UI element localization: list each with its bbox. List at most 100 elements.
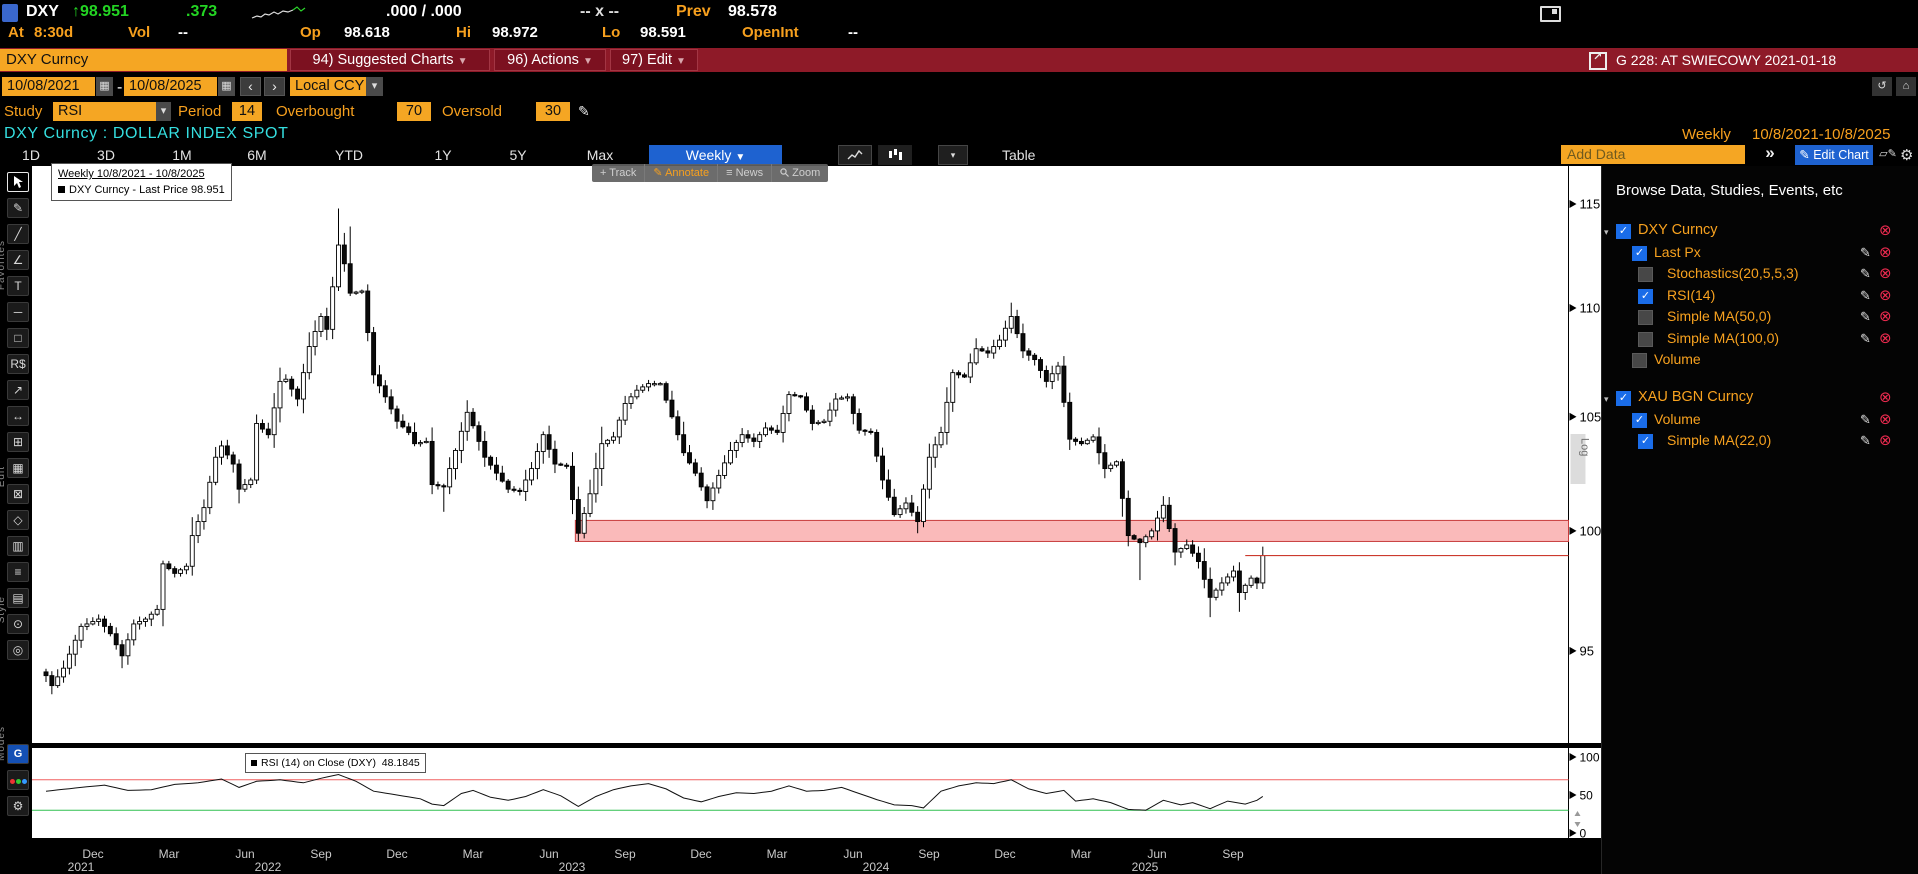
calendar-icon[interactable]: ▦ (218, 77, 235, 96)
expand-panel-button[interactable]: » (1765, 143, 1775, 162)
remove-icon[interactable]: ⊗ (1879, 432, 1892, 449)
edit-pencil-icon[interactable]: ✎ (1860, 287, 1871, 303)
checkbox-simple-ma-100-0-[interactable] (1638, 331, 1653, 347)
checkbox-simple-ma-50-0-[interactable] (1638, 310, 1653, 325)
edit-study-pencil-icon[interactable]: ✎ (578, 103, 590, 119)
edit-pencil-icon[interactable]: ✎ (1860, 266, 1871, 281)
home-icon[interactable]: ⌂ (1896, 77, 1916, 96)
remove-icon[interactable]: ⊗ (1879, 286, 1892, 304)
price-chart[interactable]: 115 110 105 100 95 Log 100 50 0 (32, 166, 1601, 845)
toolbar-palette-icon[interactable] (7, 770, 29, 790)
track-button[interactable]: + Track (592, 164, 646, 182)
period-input[interactable]: 14 (232, 102, 262, 121)
series-label[interactable]: XAU BGN Curncy (1638, 389, 1754, 405)
checkbox-volume[interactable]: ✓ (1632, 412, 1647, 428)
toolbar-channel-tool[interactable]: ∠ (7, 250, 29, 270)
edit-chart-button[interactable]: ✎ Edit Chart (1795, 145, 1873, 165)
range-button-1d[interactable]: 1D (22, 147, 40, 163)
edit-pencil-icon[interactable]: ✎ (1860, 411, 1871, 427)
toolbar-arrow-tool[interactable]: ↗ (7, 380, 29, 400)
toolbar-regression-tool[interactable]: R$ (7, 354, 29, 374)
toolbar-pattern-tool[interactable]: ▥ (7, 536, 29, 556)
range-button-3d[interactable]: 3D (97, 147, 115, 163)
chart-settings-icon[interactable]: ▱✎ (1878, 145, 1898, 165)
checkbox-xau-bgn-curncy[interactable]: ✓ (1616, 391, 1631, 406)
study-label[interactable]: Volume (1654, 410, 1701, 427)
study-label[interactable]: Stochastics(20,5,5,3) (1667, 265, 1799, 281)
chevron-down-icon[interactable]: ▾ (156, 102, 171, 121)
range-button-1m[interactable]: 1M (172, 147, 192, 163)
remove-icon[interactable]: ⊗ (1879, 389, 1892, 406)
currency-select[interactable]: Local CCY (290, 77, 366, 96)
edit-pencil-icon[interactable]: ✎ (1860, 244, 1871, 260)
range-button-5y[interactable]: 5Y (509, 147, 527, 163)
toolbar-chart-g-icon[interactable]: G (7, 744, 29, 764)
edit-menu-button[interactable]: 97) Edit ▼ (610, 49, 698, 71)
add-data-input[interactable]: Add Data (1561, 145, 1745, 164)
oversold-input[interactable]: 30 (536, 102, 570, 121)
calendar-icon[interactable]: ▦ (96, 77, 113, 96)
checkbox-stochastics-20-5-5-3-[interactable] (1638, 267, 1653, 282)
interval-select[interactable]: Weekly ▼ (649, 145, 782, 165)
launchpad-icon[interactable] (1540, 6, 1561, 22)
remove-icon[interactable]: ⊗ (1879, 265, 1892, 282)
security-ticker-input[interactable]: DXY Curncy (0, 49, 287, 71)
next-range-button[interactable]: › (264, 77, 285, 96)
range-button-6m[interactable]: 6M (247, 147, 267, 163)
chart-type-dropdown-icon[interactable]: ▾ (938, 145, 968, 165)
remove-icon[interactable]: ⊗ (1879, 308, 1892, 325)
date-from-input[interactable]: 10/08/2021 (2, 77, 95, 96)
gear-icon[interactable]: ⚙ (1900, 147, 1914, 164)
edit-pencil-icon[interactable]: ✎ (1860, 330, 1871, 346)
toolbar-grid-tool[interactable]: ▦ (7, 458, 29, 478)
toolbar-horizontal-line-tool[interactable]: ─ (7, 302, 29, 322)
remove-icon[interactable]: ⊗ (1879, 243, 1892, 261)
checkbox-volume[interactable] (1632, 353, 1647, 368)
news-button[interactable]: ≡ News (718, 164, 773, 182)
study-label[interactable]: RSI(14) (1667, 286, 1716, 303)
range-button-max[interactable]: Max (586, 147, 614, 163)
toolbar-shape-tool[interactable]: ◇ (7, 510, 29, 530)
prev-range-button[interactable]: ‹ (240, 77, 261, 96)
checkbox-dxy-curncy[interactable]: ✓ (1616, 224, 1631, 239)
toolbar-fibonacci-tool[interactable]: ⊞ (7, 432, 29, 452)
date-to-input[interactable]: 10/08/2025 (124, 77, 217, 96)
study-label[interactable]: Volume (1654, 351, 1701, 367)
remove-icon[interactable]: ⊗ (1879, 329, 1892, 347)
toolbar-rectangle-tool[interactable]: □ (7, 328, 29, 348)
toolbar-text-tool[interactable]: T (7, 276, 29, 296)
toolbar-ellipse-tool[interactable]: ⊙ (7, 614, 29, 634)
checkbox-rsi-14-[interactable]: ✓ (1638, 288, 1653, 304)
toolbar-eraser-tool[interactable]: ⊠ (7, 484, 29, 504)
study-label[interactable]: Simple MA(50,0) (1667, 308, 1772, 324)
edit-pencil-icon[interactable]: ✎ (1860, 309, 1871, 324)
actions-button[interactable]: 96) Actions ▼ (494, 49, 606, 71)
overbought-input[interactable]: 70 (397, 102, 431, 121)
toolbar-cursor-tool[interactable] (7, 172, 29, 192)
range-button-1y[interactable]: 1Y (434, 147, 452, 163)
annotate-button[interactable]: ✎ Annotate (645, 164, 719, 182)
toolbar-annotate-pencil-tool[interactable]: ✎ (7, 198, 29, 218)
checkbox-simple-ma-22-0-[interactable]: ✓ (1638, 434, 1653, 449)
remove-icon[interactable]: ⊗ (1879, 222, 1892, 239)
candle-chart-type-icon[interactable] (878, 145, 912, 165)
zoom-button[interactable]: Zoom (772, 164, 829, 182)
study-label[interactable]: Simple MA(22,0) (1667, 432, 1772, 448)
study-label[interactable]: Last Px (1654, 243, 1701, 260)
toolbar-gear-icon[interactable]: ⚙ (7, 796, 29, 816)
remove-icon[interactable]: ⊗ (1879, 410, 1892, 428)
share-chart-icon[interactable]: ↗ (1589, 51, 1607, 70)
toolbar-list-tool[interactable]: ≡ (7, 562, 29, 582)
toolbar-measure-tool[interactable]: ↔ (7, 406, 29, 426)
chevron-down-icon[interactable]: ▾ (366, 77, 383, 96)
series-label[interactable]: DXY Curncy (1638, 222, 1718, 238)
line-chart-type-icon[interactable] (838, 145, 872, 165)
study-label[interactable]: Simple MA(100,0) (1667, 329, 1780, 346)
undo-icon[interactable]: ↺ (1872, 77, 1892, 96)
edit-pencil-icon[interactable]: ✎ (1860, 433, 1871, 448)
toolbar-trendline-tool[interactable]: ╱ (7, 224, 29, 244)
study-select[interactable]: RSI (53, 102, 156, 121)
collapse-icon[interactable]: ▾ (1604, 394, 1609, 404)
toolbar-pin-tool[interactable]: ◎ (7, 640, 29, 660)
suggested-charts-button[interactable]: 94) Suggested Charts ▼ (290, 49, 490, 71)
